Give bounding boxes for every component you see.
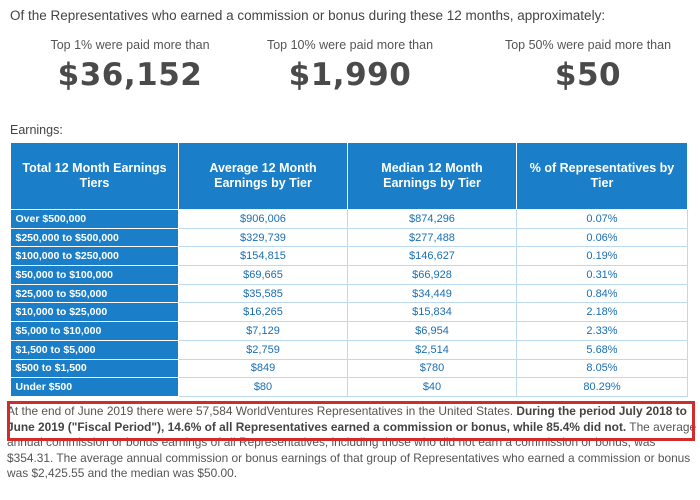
average-cell: $35,585 (178, 284, 348, 304)
median-cell: $780 (347, 359, 517, 379)
stat-top-50-percent: Top 50% were paid more than $50 (473, 38, 700, 93)
median-cell: $874,296 (347, 209, 517, 229)
median-cell: $15,834 (347, 302, 517, 323)
average-cell: $80 (178, 377, 348, 397)
footnote-text-rest: The average annual commission or bonus e… (7, 419, 697, 481)
table-row: Under $500 $80 $40 80.29% (10, 377, 688, 397)
tier-cell: $25,000 to $50,000 (10, 284, 179, 304)
average-cell: $329,739 (178, 228, 348, 248)
footnote-text-bold: During the period July 2018 to June 2019… (7, 404, 687, 434)
footnote-disclosure: At the end of June 2019 there were 57,58… (7, 401, 697, 482)
average-cell: $849 (178, 359, 348, 379)
stat-value: $50 (554, 57, 622, 93)
column-header-percent: % of Representatives by Tier (516, 142, 688, 210)
tier-cell: $5,000 to $10,000 (10, 321, 179, 341)
table-row: $5,000 to $10,000 $7,129 $6,954 2.33% (10, 321, 688, 341)
average-cell: $69,665 (178, 265, 348, 285)
earnings-percentile-stats: Top 1% were paid more than $36,152 Top 1… (0, 38, 700, 100)
percent-cell: 2.18% (516, 302, 688, 323)
median-cell: $6,954 (347, 321, 517, 341)
average-cell: $906,006 (178, 209, 348, 229)
tier-cell: $500 to $1,500 (10, 359, 179, 379)
median-cell: $146,627 (347, 246, 517, 267)
stat-value: $36,152 (57, 57, 203, 93)
table-row: $1,500 to $5,000 $2,759 $2,514 5.68% (10, 340, 688, 360)
stat-caption: Top 10% were paid more than (266, 38, 434, 52)
tier-cell: $100,000 to $250,000 (10, 246, 179, 267)
percent-cell: 80.29% (516, 377, 688, 397)
table-row: Over $500,000 $906,006 $874,296 0.07% (10, 209, 688, 229)
average-cell: $2,759 (178, 340, 348, 360)
median-cell: $40 (347, 377, 517, 397)
tier-cell: $10,000 to $25,000 (10, 302, 179, 323)
percent-cell: 0.07% (516, 209, 688, 229)
column-header-median: Median 12 Month Earnings by Tier (347, 142, 517, 210)
percent-cell: 0.19% (516, 246, 688, 267)
stat-caption: Top 1% were paid more than (50, 38, 210, 52)
table-header-row: Total 12 Month Earnings Tiers Average 12… (10, 142, 688, 210)
average-cell: $154,815 (178, 246, 348, 267)
stat-value: $1,990 (288, 57, 412, 93)
table-row: $50,000 to $100,000 $69,665 $66,928 0.31… (10, 265, 688, 285)
median-cell: $277,488 (347, 228, 517, 248)
tier-cell: $250,000 to $500,000 (10, 228, 179, 248)
stat-caption: Top 50% were paid more than (504, 38, 672, 52)
tier-cell: $1,500 to $5,000 (10, 340, 179, 360)
intro-text: Of the Representatives who earned a comm… (10, 8, 606, 23)
earnings-tier-table: Total 12 Month Earnings Tiers Average 12… (10, 142, 688, 397)
median-cell: $66,928 (347, 265, 517, 285)
footnote-paragraph: At the end of June 2019 there were 57,58… (7, 404, 697, 482)
tier-cell: Under $500 (10, 377, 179, 397)
table-row: $100,000 to $250,000 $154,815 $146,627 0… (10, 246, 688, 267)
table-row: $10,000 to $25,000 $16,265 $15,834 2.18% (10, 302, 688, 323)
percent-cell: 0.84% (516, 284, 688, 304)
table-row: $500 to $1,500 $849 $780 8.05% (10, 359, 688, 379)
footnote-text-intro: At the end of June 2019 there were 57,58… (7, 404, 517, 418)
percent-cell: 0.31% (516, 265, 688, 285)
average-cell: $16,265 (178, 302, 348, 323)
tier-cell: $50,000 to $100,000 (10, 265, 179, 285)
stat-top-10-percent: Top 10% were paid more than $1,990 (235, 38, 465, 93)
column-header-tier: Total 12 Month Earnings Tiers (10, 142, 179, 210)
percent-cell: 8.05% (516, 359, 688, 379)
stat-top-1-percent: Top 1% were paid more than $36,152 (15, 38, 245, 93)
percent-cell: 0.06% (516, 228, 688, 248)
percent-cell: 5.68% (516, 340, 688, 360)
earnings-label: Earnings: (10, 123, 63, 137)
median-cell: $34,449 (347, 284, 517, 304)
table-row: $250,000 to $500,000 $329,739 $277,488 0… (10, 228, 688, 248)
average-cell: $7,129 (178, 321, 348, 341)
table-row: $25,000 to $50,000 $35,585 $34,449 0.84% (10, 284, 688, 304)
percent-cell: 2.33% (516, 321, 688, 341)
column-header-average: Average 12 Month Earnings by Tier (178, 142, 348, 210)
median-cell: $2,514 (347, 340, 517, 360)
tier-cell: Over $500,000 (10, 209, 179, 229)
